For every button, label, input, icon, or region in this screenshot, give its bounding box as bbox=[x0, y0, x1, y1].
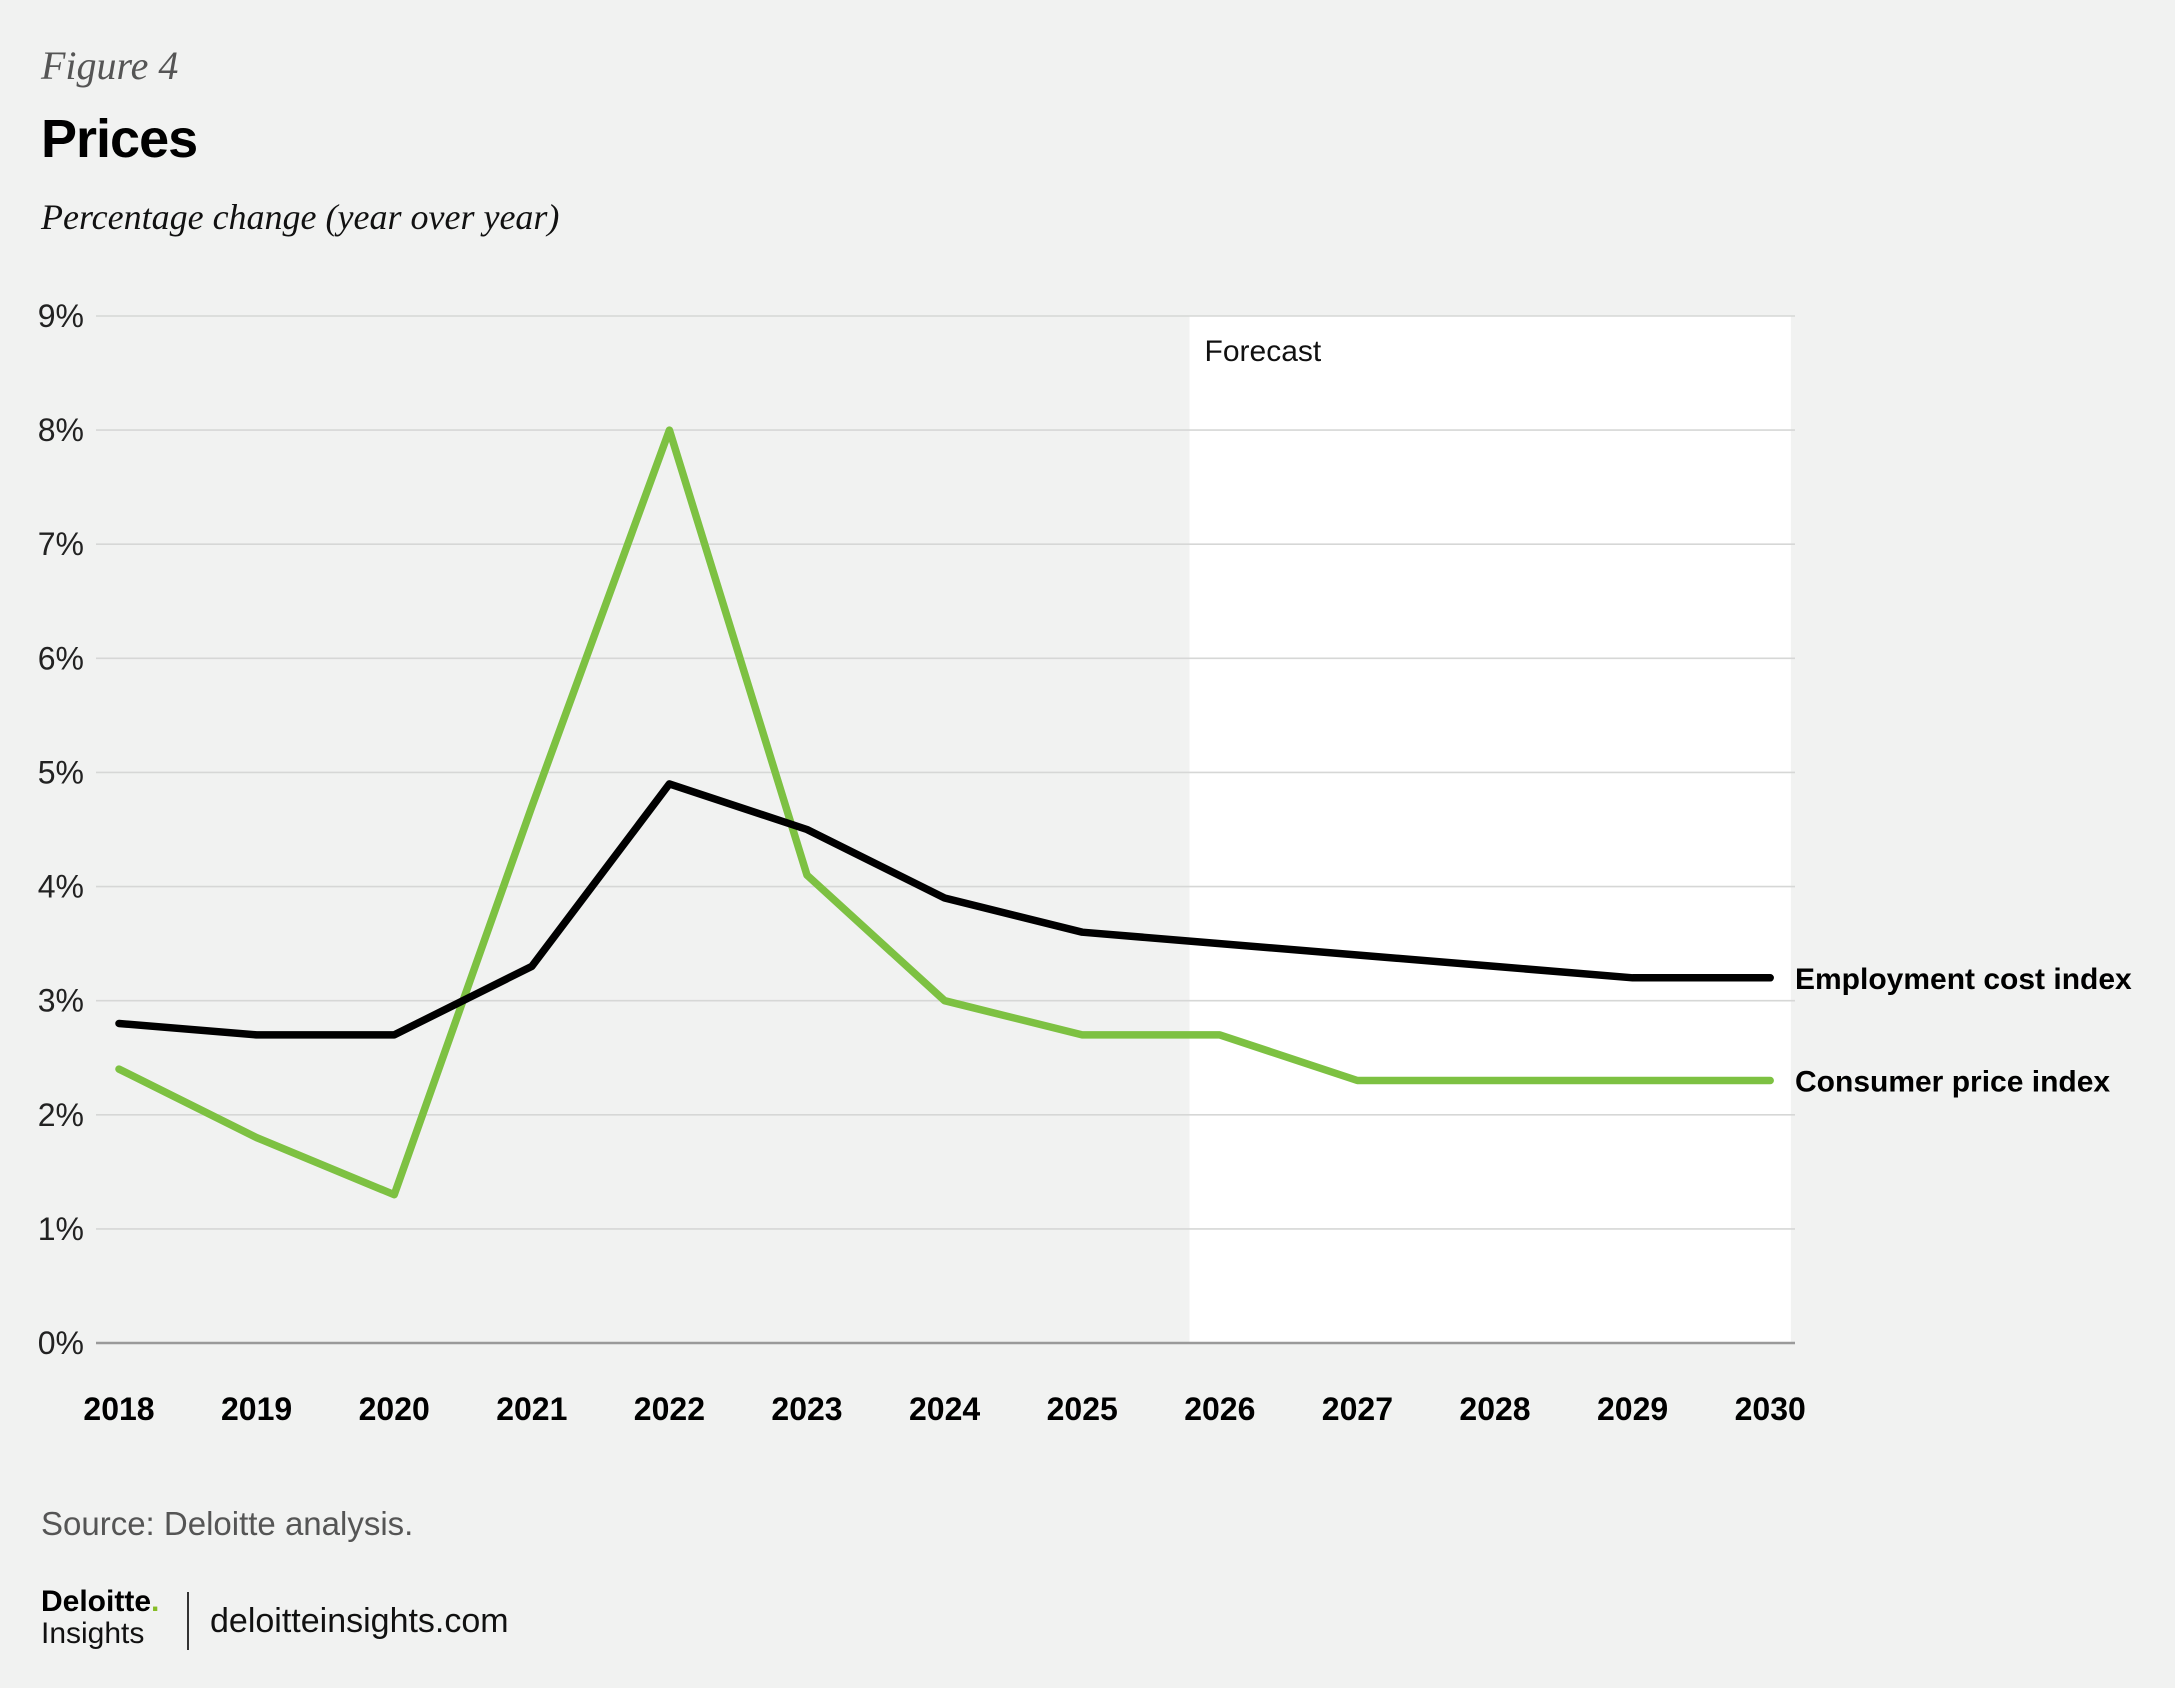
x-tick-label: 2024 bbox=[909, 1391, 980, 1427]
y-tick-label: 7% bbox=[38, 526, 84, 562]
series-label-consumer-price-index: Consumer price index bbox=[1795, 1066, 2110, 1099]
x-tick-label: 2027 bbox=[1322, 1391, 1393, 1427]
y-tick-label: 2% bbox=[38, 1097, 84, 1133]
deloitte-insights-logo: Deloitte. Insights bbox=[41, 1586, 159, 1650]
series-label-employment-cost-index: Employment cost index bbox=[1795, 963, 2132, 996]
logo-divider bbox=[187, 1592, 189, 1650]
forecast-band bbox=[1189, 316, 1791, 1343]
x-tick-label: 2021 bbox=[496, 1391, 567, 1427]
y-tick-label: 4% bbox=[38, 869, 84, 905]
chart-title: Prices bbox=[41, 109, 198, 169]
x-tick-label: 2025 bbox=[1047, 1391, 1118, 1427]
x-tick-label: 2023 bbox=[771, 1391, 842, 1427]
y-tick-label: 0% bbox=[38, 1325, 84, 1361]
logo-sub: Insights bbox=[41, 1617, 145, 1650]
x-tick-label: 2029 bbox=[1597, 1391, 1668, 1427]
logo-dot: . bbox=[151, 1585, 160, 1618]
y-tick-label: 6% bbox=[38, 640, 84, 676]
x-tick-labels: 2018 2019 2020 2021 2022 2023 2024 2025 2026 2027… bbox=[83, 1391, 1805, 1427]
y-tick-labels: 0% 1% 2% 3% 4% 5% 6% 7% 8% 9% bbox=[38, 298, 84, 1361]
x-tick-label: 2030 bbox=[1735, 1391, 1806, 1427]
x-tick-label: 2026 bbox=[1184, 1391, 1255, 1427]
y-tick-label: 5% bbox=[38, 754, 84, 790]
logo-name: Deloitte bbox=[41, 1585, 152, 1618]
forecast-label: Forecast bbox=[1205, 335, 1322, 368]
x-tick-label: 2022 bbox=[634, 1391, 705, 1427]
chart-subtitle: Percentage change (year over year) bbox=[41, 197, 560, 237]
figure-label: Figure 4 bbox=[41, 43, 179, 88]
series-line-employment-cost-index bbox=[115, 780, 1774, 1039]
y-tick-label: 8% bbox=[38, 412, 84, 448]
y-tick-label: 9% bbox=[38, 298, 84, 334]
series-lines bbox=[115, 426, 1774, 1199]
x-tick-label: 2020 bbox=[359, 1391, 430, 1427]
forecast-band-layer: Forecast bbox=[1189, 316, 1791, 1343]
x-tick-label: 2018 bbox=[83, 1391, 154, 1427]
series-labels: Employment cost index Consumer price inde… bbox=[1795, 963, 2132, 1099]
series-line-consumer-price-index bbox=[115, 426, 1774, 1199]
y-tick-label: 1% bbox=[38, 1211, 84, 1247]
y-tick-label: 3% bbox=[38, 983, 84, 1019]
source-note: Source: Deloitte analysis. bbox=[41, 1505, 414, 1542]
x-tick-label: 2019 bbox=[221, 1391, 292, 1427]
x-tick-label: 2028 bbox=[1459, 1391, 1530, 1427]
site-link[interactable]: deloitteinsights.com bbox=[210, 1602, 509, 1640]
